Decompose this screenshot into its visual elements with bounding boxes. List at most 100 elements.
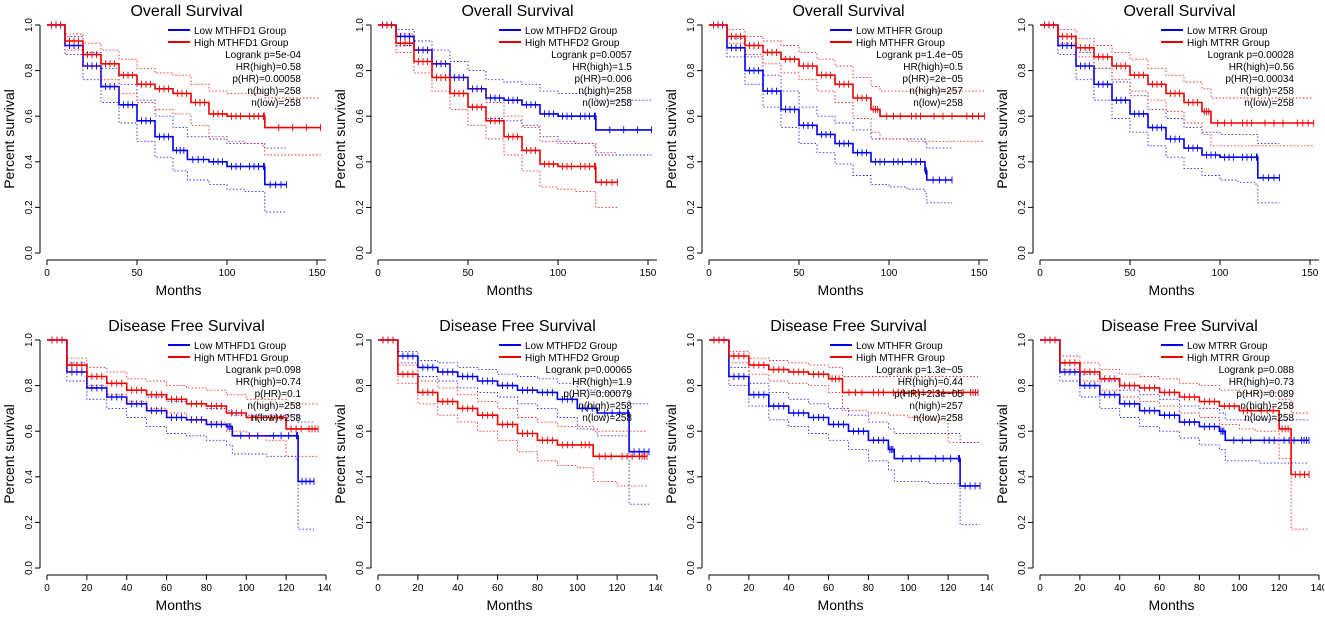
y-tick-label: 0.0 xyxy=(24,561,35,575)
y-tick-label: 1.0 xyxy=(1017,333,1028,347)
legend-label: High MTRR Group xyxy=(1187,353,1270,364)
y-tick-label: 0.4 xyxy=(24,469,35,483)
y-tick-label: 0.8 xyxy=(355,378,366,392)
stats-label: n(low)=258 xyxy=(582,98,632,109)
stats-label: n(low)=258 xyxy=(913,413,963,424)
x-axis-label: Months xyxy=(1149,282,1195,298)
stats-label: Logrank p=0.088 xyxy=(1219,365,1295,376)
x-axis-label: Months xyxy=(1149,597,1195,613)
x-tick-label: 0 xyxy=(1037,583,1043,594)
x-tick-label: 0 xyxy=(375,268,381,279)
x-tick-label: 0 xyxy=(44,583,50,594)
ci-upper-line xyxy=(47,339,318,405)
ci-lower-line xyxy=(709,24,952,204)
x-tick-label: 120 xyxy=(1271,583,1288,594)
series-group xyxy=(47,21,322,156)
stats-label: n(high)=258 xyxy=(247,86,301,97)
ci-lower-line xyxy=(47,339,314,530)
x-tick-label: 0 xyxy=(375,583,381,594)
km-plot-svg: Overall Survival 0.0 0.2 0.4 0.6 0.8 1.0 0 50 100… xyxy=(994,3,1319,298)
y-tick-label: 0.0 xyxy=(355,561,366,575)
stats-label: n(low)=258 xyxy=(251,98,301,109)
y-tick-label: 0.2 xyxy=(24,200,35,214)
chart-title: Overall Survival xyxy=(130,3,242,20)
y-tick-label: 0.2 xyxy=(1017,200,1028,214)
y-tick-label: 0.6 xyxy=(355,109,366,123)
x-tick-label: 100 xyxy=(238,583,255,594)
legend-label: High MTHFD1 Group xyxy=(194,353,289,364)
x-tick-label: 150 xyxy=(971,268,988,279)
stats-label: n(low)=258 xyxy=(1244,98,1294,109)
y-axis-label: Percent survival xyxy=(663,89,679,189)
survival-panel: Overall Survival 0.0 0.2 0.4 0.6 0.8 1.0 0 50 100… xyxy=(0,0,331,315)
y-tick-label: 1.0 xyxy=(1017,18,1028,32)
x-tick-label: 140 xyxy=(649,583,662,594)
legend-label: Low MTHFR Group xyxy=(856,341,943,352)
y-tick-label: 0.6 xyxy=(24,109,35,123)
y-tick-label: 0.2 xyxy=(1017,515,1028,529)
series-group xyxy=(47,336,319,457)
x-tick-label: 20 xyxy=(743,583,755,594)
y-tick-label: 1.0 xyxy=(355,18,366,32)
x-tick-label: 50 xyxy=(131,268,143,279)
x-tick-label: 100 xyxy=(569,583,586,594)
survival-panel: Disease Free Survival 0.0 0.2 0.4 0.6 0.8 1.0 0… xyxy=(662,315,993,630)
stats-label: HR(high)=0.5 xyxy=(903,62,963,73)
y-axis-label: Percent survival xyxy=(332,404,348,504)
y-tick-label: 0.4 xyxy=(1017,469,1028,483)
x-tick-label: 80 xyxy=(1194,583,1206,594)
x-tick-label: 40 xyxy=(783,583,795,594)
x-tick-label: 60 xyxy=(492,583,504,594)
legend-label: High MTHFD1 Group xyxy=(194,38,289,49)
km-plot-svg: Disease Free Survival 0.0 0.2 0.4 0.6 0.8 1.0 0… xyxy=(332,318,662,613)
stats-label: n(high)=258 xyxy=(1240,86,1294,97)
stats-label: HR(high)=0.58 xyxy=(236,62,302,73)
survival-panel: Overall Survival 0.0 0.2 0.4 0.6 0.8 1.0 0 50 100… xyxy=(662,0,993,315)
y-tick-label: 0.2 xyxy=(355,515,366,529)
stats-label: HR(high)=0.44 xyxy=(898,377,964,388)
y-tick-label: 0.8 xyxy=(1017,63,1028,77)
y-tick-label: 0.4 xyxy=(686,469,697,483)
x-tick-label: 0 xyxy=(44,268,50,279)
km-plot-svg: Disease Free Survival 0.0 0.2 0.4 0.6 0.8 1.0 0… xyxy=(1,318,331,613)
ci-upper-line xyxy=(709,339,978,377)
y-tick-label: 0.6 xyxy=(355,424,366,438)
stats-label: n(high)=258 xyxy=(578,86,632,97)
y-tick-label: 1.0 xyxy=(686,18,697,32)
survival-curve xyxy=(1040,339,1309,442)
x-tick-label: 100 xyxy=(1212,268,1229,279)
x-tick-label: 150 xyxy=(309,268,326,279)
y-tick-label: 0.6 xyxy=(686,109,697,123)
y-tick-label: 0.6 xyxy=(1017,424,1028,438)
series-group xyxy=(378,336,650,505)
x-tick-label: 0 xyxy=(706,583,712,594)
x-tick-label: 150 xyxy=(1302,268,1319,279)
survival-panel: Overall Survival 0.0 0.2 0.4 0.6 0.8 1.0 0 50 100… xyxy=(331,0,662,315)
x-tick-label: 100 xyxy=(550,268,567,279)
stats-label: HR(high)=0.73 xyxy=(1229,377,1295,388)
y-tick-label: 0.0 xyxy=(24,246,35,260)
ci-lower-line xyxy=(709,339,980,526)
legend-label: High MTRR Group xyxy=(1187,38,1270,49)
stats-label: p(HR)=0.00034 xyxy=(1225,74,1294,85)
y-tick-label: 0.0 xyxy=(686,246,697,260)
x-tick-label: 140 xyxy=(1311,583,1324,594)
series-group xyxy=(1040,21,1280,204)
stats-label: p(HR)=0.089 xyxy=(1236,389,1294,400)
chart-title: Overall Survival xyxy=(461,3,573,20)
ci-lower-line xyxy=(47,24,321,156)
y-tick-label: 0.0 xyxy=(355,246,366,260)
ci-lower-line xyxy=(378,339,649,505)
x-tick-label: 50 xyxy=(793,268,805,279)
survival-panel: Overall Survival 0.0 0.2 0.4 0.6 0.8 1.0 0 50 100… xyxy=(993,0,1324,315)
x-tick-label: 120 xyxy=(609,583,626,594)
stats-label: Logrank p=0.00065 xyxy=(546,365,633,376)
stats-label: n(low)=258 xyxy=(1244,413,1294,424)
x-tick-label: 80 xyxy=(532,583,544,594)
stats-label: n(high)=258 xyxy=(247,401,301,412)
y-axis-label: Percent survival xyxy=(994,89,1010,189)
y-tick-label: 0.6 xyxy=(686,424,697,438)
y-tick-label: 1.0 xyxy=(355,333,366,347)
legend-label: Low MTRR Group xyxy=(1187,341,1268,352)
